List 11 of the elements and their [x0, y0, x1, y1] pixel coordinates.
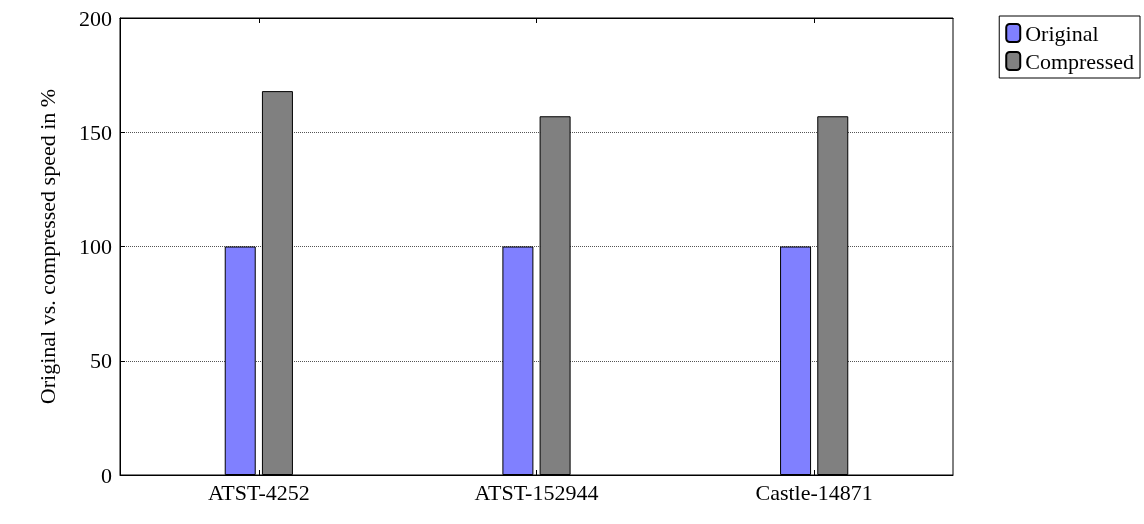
- x-tick-label: ATST-152944: [474, 479, 599, 505]
- x-tick-label: Castle-14871: [755, 479, 873, 505]
- y-tick-label: 150: [79, 119, 112, 145]
- legend-label: Compressed: [1025, 48, 1134, 74]
- y-tick-label: 100: [79, 234, 112, 259]
- legend-label: Original: [1025, 20, 1099, 46]
- y-axis-title: Original vs. compressed speed in %: [34, 88, 60, 405]
- y-tick-label: 50: [90, 348, 112, 374]
- x-tick-label: ATST-4252: [207, 479, 310, 505]
- y-tick-label: 0: [101, 462, 112, 488]
- y-tick-label: 200: [79, 5, 112, 31]
